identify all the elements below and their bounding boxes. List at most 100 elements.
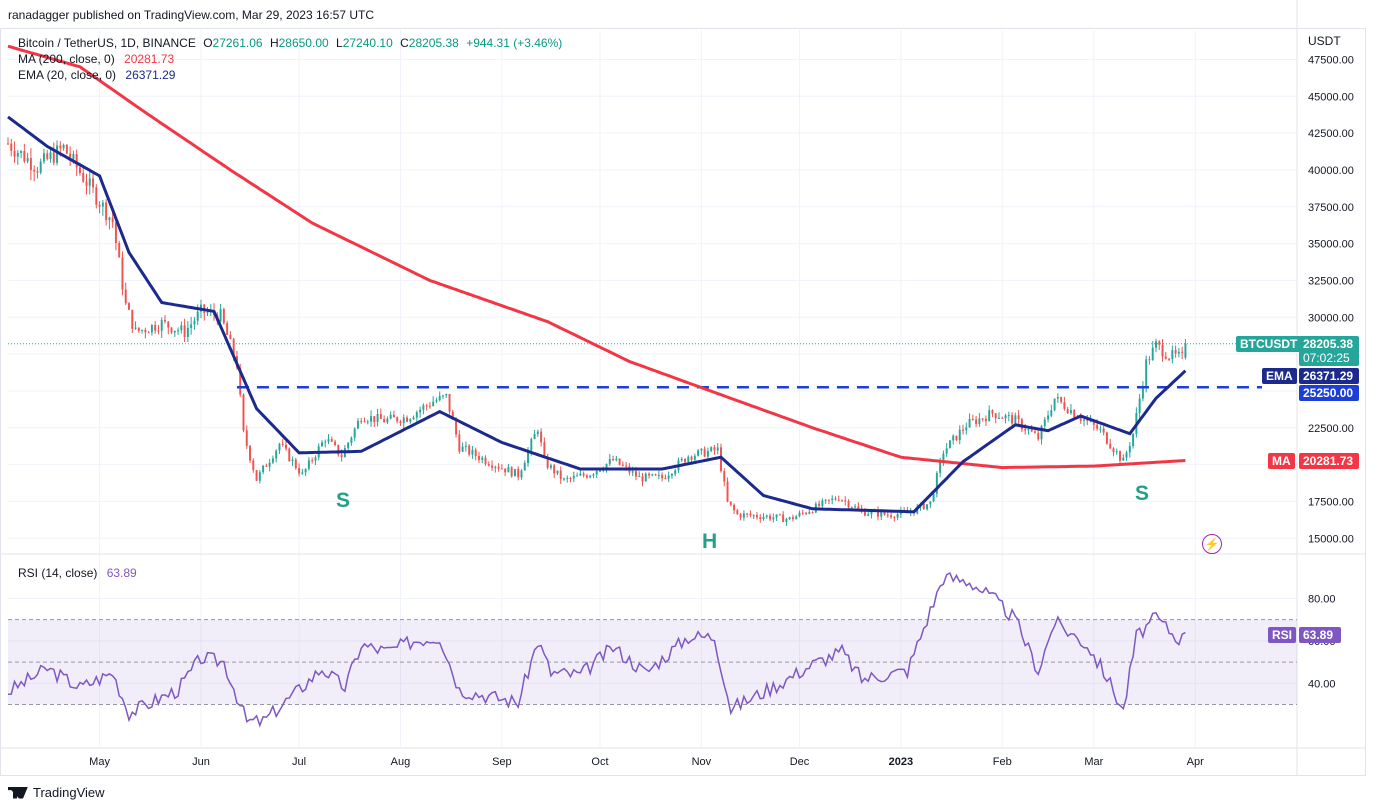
symbol-legend: Bitcoin / TetherUS, 1D, BINANCE O27261.0…: [18, 36, 566, 50]
candle-body: [729, 501, 732, 505]
candle-body: [850, 507, 853, 509]
candle-body: [1014, 415, 1017, 424]
candle-body: [190, 324, 193, 328]
candle-body: [739, 514, 742, 518]
candle-body: [1040, 425, 1043, 440]
right-shoulder-label: S: [1135, 482, 1150, 505]
candle-body: [497, 466, 500, 469]
candle-body: [412, 417, 415, 420]
candle-body: [409, 419, 412, 422]
time-tick-label: Sep: [492, 756, 512, 768]
candle-body: [82, 172, 85, 182]
candle-body: [340, 454, 343, 458]
ma-legend-value: 20281.73: [124, 52, 175, 66]
candle-body: [435, 400, 438, 402]
ema-legend-value: 26371.29: [125, 68, 176, 82]
time-tick-label: Jul: [292, 756, 306, 768]
time-tick-label: Feb: [993, 756, 1012, 768]
candle-body: [945, 448, 948, 454]
candle-body: [749, 513, 752, 516]
candle-body: [229, 334, 232, 340]
high-label: H28650.00: [269, 36, 329, 50]
candle-body: [654, 474, 657, 476]
candle-body: [579, 473, 582, 476]
candle-body: [1151, 347, 1154, 361]
candle-body: [857, 506, 860, 509]
last-price: 28205.38: [1303, 337, 1354, 351]
candle-body: [834, 498, 837, 500]
candle-body: [821, 500, 824, 507]
candle-body: [693, 455, 696, 460]
candle-body: [1112, 448, 1115, 453]
candle-body: [141, 329, 144, 331]
ma-legend: MA (200, close, 0) 20281.73: [18, 52, 174, 66]
candle-body: [88, 178, 91, 186]
candle-body: [952, 435, 955, 441]
publisher-line: ranadagger published on TradingView.com,…: [8, 8, 375, 22]
candle-body: [320, 442, 323, 447]
lightning-icon[interactable]: ⚡: [1202, 534, 1222, 554]
candle-body: [147, 332, 150, 334]
candle-body: [605, 463, 608, 470]
ema-price-tag: 26371.29: [1299, 368, 1359, 384]
last-price-tag: 28205.38 07:02:25: [1299, 336, 1359, 366]
candle-body: [1001, 417, 1004, 419]
candle-body: [265, 465, 268, 467]
candle-body: [455, 419, 458, 435]
candle-body: [549, 465, 552, 468]
candle-body: [288, 448, 291, 462]
candle-body: [1109, 443, 1112, 449]
candle-body: [334, 441, 337, 445]
candle-body: [327, 439, 330, 442]
candle-body: [886, 514, 889, 516]
time-tick-label: Dec: [790, 756, 810, 768]
candle-body: [118, 243, 121, 258]
support-price-tag: 25250.00: [1299, 385, 1359, 401]
candle-body: [1020, 419, 1023, 430]
candle-body: [42, 153, 45, 162]
candle-body: [726, 481, 729, 502]
candle-body: [576, 475, 579, 477]
candle-body: [432, 401, 435, 406]
candle-body: [392, 414, 395, 418]
candle-body: [36, 171, 39, 173]
ma-tag: MA: [1268, 453, 1295, 469]
candle-body: [926, 504, 929, 510]
candle-body: [298, 468, 301, 474]
candle-body: [1079, 418, 1082, 421]
candle-body: [451, 411, 454, 420]
candle-body: [124, 289, 127, 304]
candle-body: [530, 439, 533, 451]
candle-body: [62, 144, 65, 149]
candle-body: [196, 311, 199, 321]
ema-tag: EMA: [1262, 368, 1297, 384]
candle-body: [10, 143, 13, 151]
candle-body: [1056, 397, 1059, 399]
candle-body: [65, 144, 68, 154]
candle-body: [134, 327, 137, 329]
candle-body: [733, 504, 736, 511]
candle-body: [1047, 415, 1050, 420]
candle-body: [1128, 446, 1131, 453]
tradingview-logo[interactable]: TradingView: [8, 785, 105, 800]
candle-body: [651, 474, 654, 476]
candle-body: [242, 394, 245, 431]
candle-body: [271, 458, 274, 463]
candle-body: [543, 442, 546, 458]
candle-body: [177, 330, 180, 332]
candle-body: [867, 514, 870, 516]
candle-body: [939, 460, 942, 473]
candle-body: [612, 458, 615, 461]
price-tick-label: 45000.00: [1308, 91, 1354, 103]
candle-body: [239, 367, 242, 395]
candle-body: [657, 474, 660, 476]
candle-body: [795, 516, 798, 520]
candle-body: [667, 475, 670, 479]
candle-body: [566, 478, 569, 480]
candle-body: [831, 498, 834, 501]
candle-body: [1030, 429, 1033, 432]
candle-body: [29, 158, 32, 171]
candle-body: [1099, 428, 1102, 430]
candle-body: [193, 320, 196, 325]
